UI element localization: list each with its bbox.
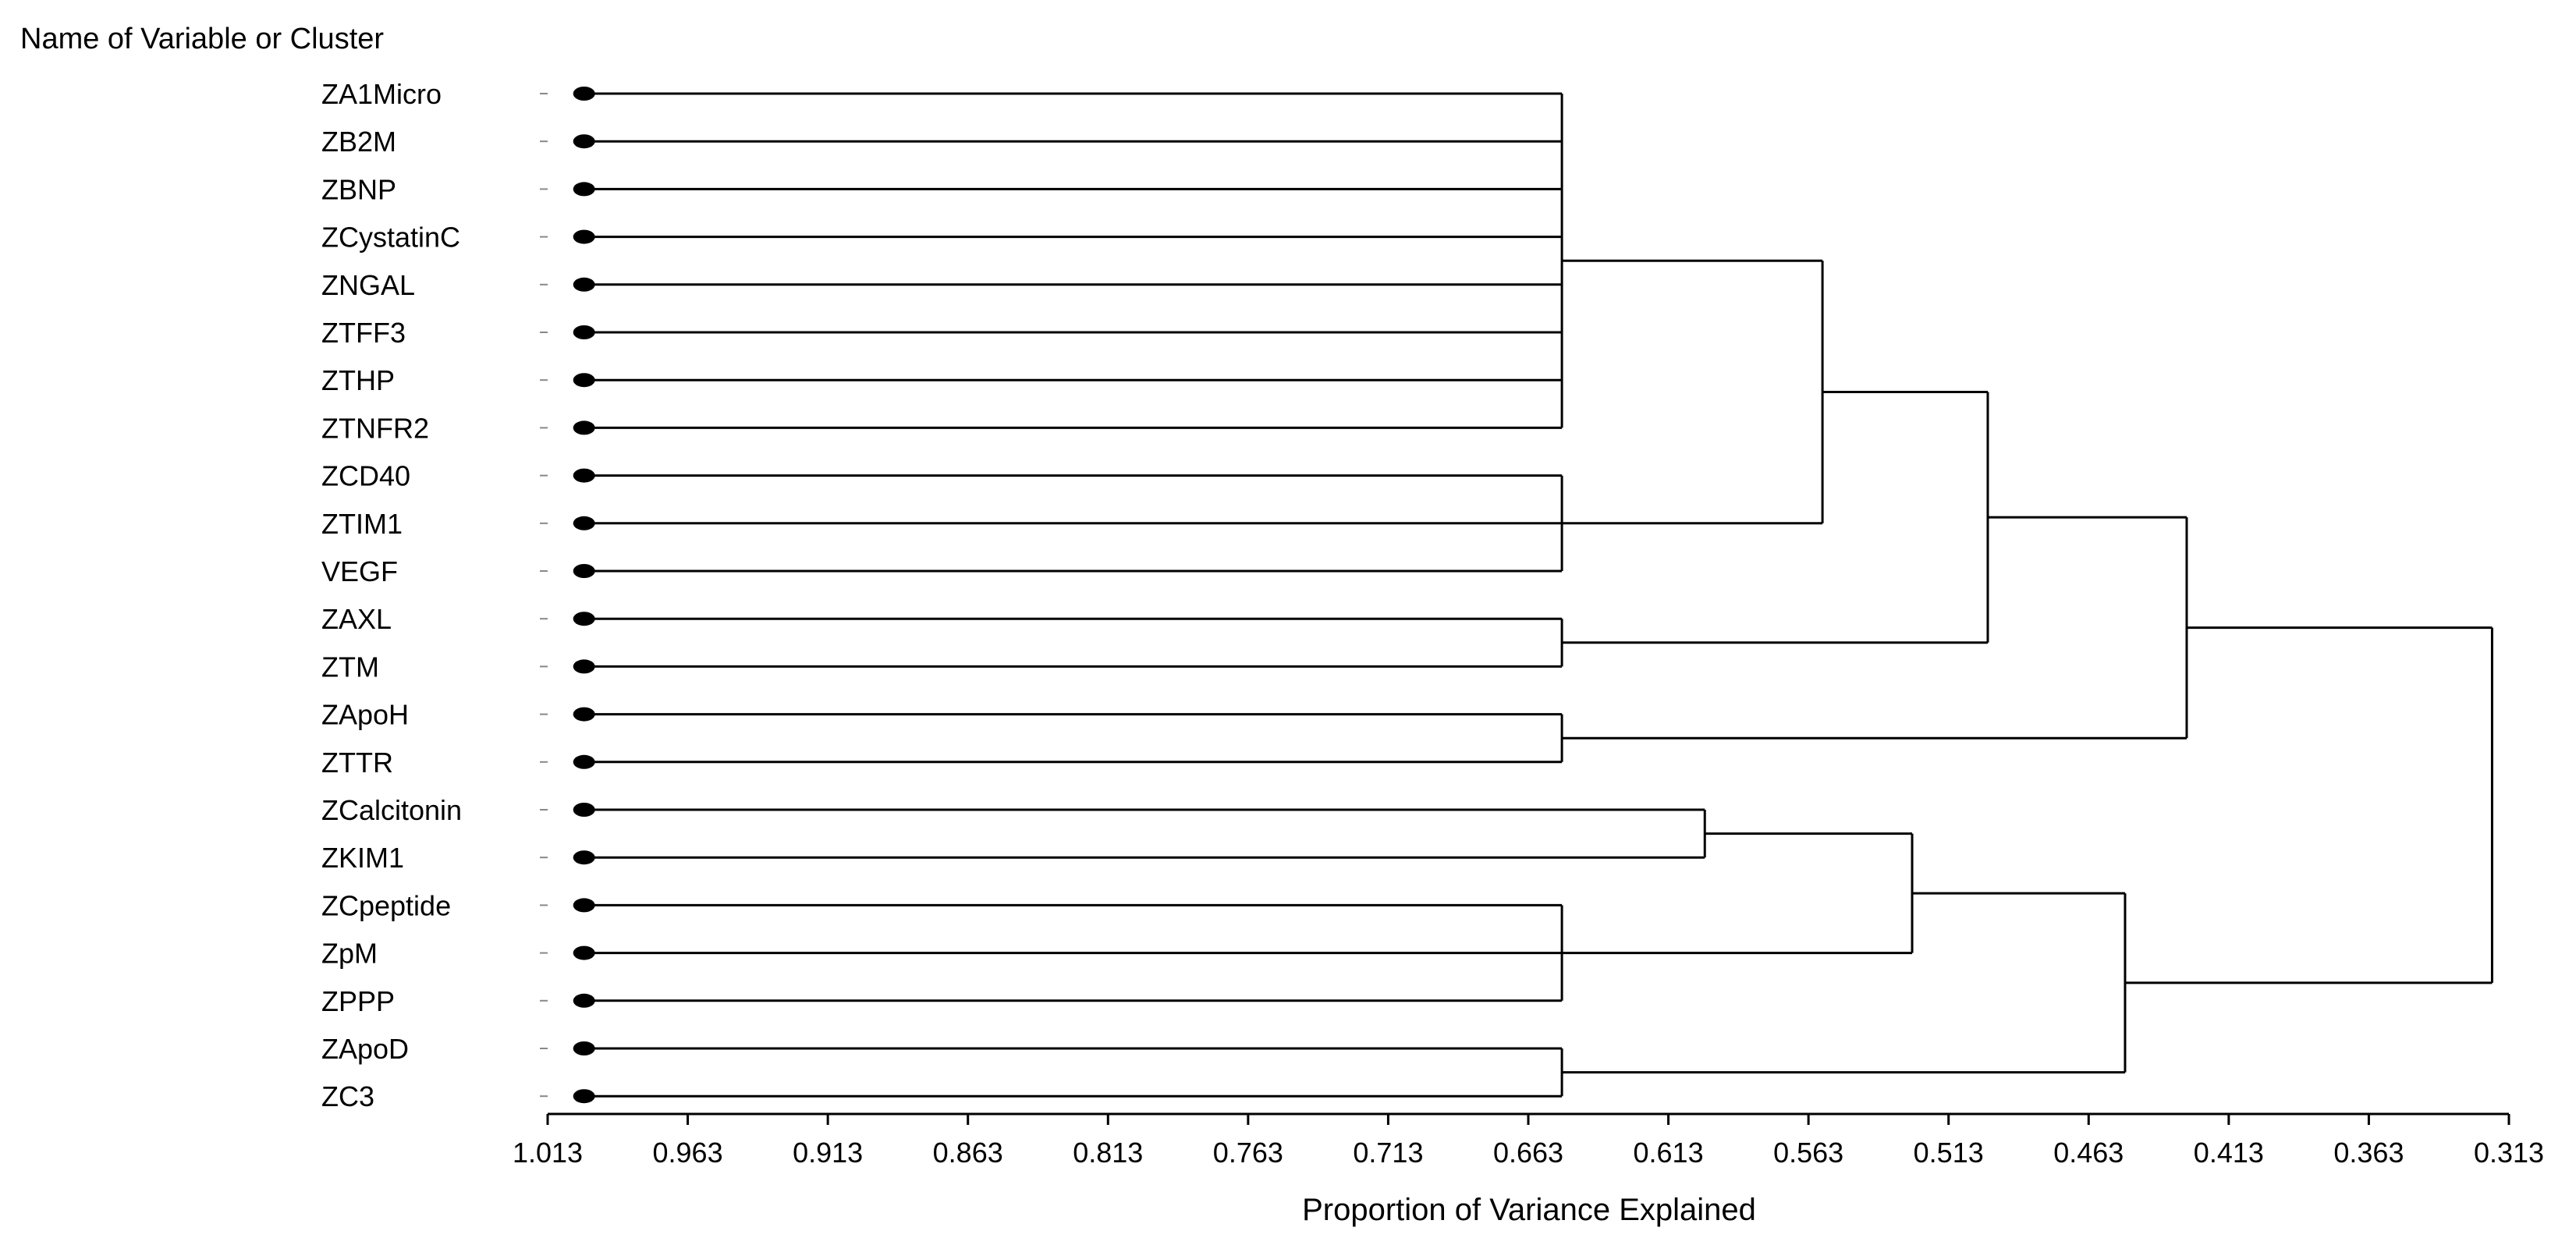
leaf-label: ZApoD — [321, 1033, 409, 1065]
leaf-label: ZC3 — [321, 1080, 374, 1112]
x-tick-label: 0.463 — [2053, 1137, 2124, 1169]
x-axis-label: Proportion of Variance Explained — [1302, 1193, 1756, 1227]
leaf-label: ZpM — [321, 938, 378, 970]
leaf-label: ZNGAL — [321, 269, 415, 301]
x-tick-label: 0.813 — [1073, 1137, 1143, 1169]
x-tick-label: 0.663 — [1493, 1137, 1563, 1169]
leaf-label: ZB2M — [321, 126, 396, 158]
leaf-label: ZApoH — [321, 699, 409, 731]
leaf-labels: ZA1Micro ZB2M ZBNP ZCystatinC ZNGAL ZTFF3 ZTHP… — [321, 78, 548, 1112]
leaf-label: VEGF — [321, 555, 398, 587]
leaf-label: ZCalcitonin — [321, 794, 462, 826]
x-tick-label: 0.713 — [1353, 1137, 1423, 1169]
x-tick-label: 0.913 — [793, 1137, 863, 1169]
leaf-label: ZPPP — [321, 985, 395, 1017]
x-tick-label: 0.413 — [2194, 1137, 2264, 1169]
x-tick-label: 1.013 — [513, 1137, 583, 1169]
leaf-label: ZCpeptide — [321, 889, 451, 921]
leaf-label: ZTNFR2 — [321, 412, 429, 444]
x-tick-label: 0.863 — [933, 1137, 1003, 1169]
leaf-label: ZTTR — [321, 747, 393, 779]
leaf-markers — [573, 87, 595, 1104]
leaf-label: ZTFF3 — [321, 317, 406, 349]
leaf-label: ZAXL — [321, 603, 392, 635]
variable-axis-label: Name of Variable or Cluster — [20, 23, 384, 55]
leaf-label: ZTHP — [321, 364, 395, 396]
x-tick-label: 0.313 — [2474, 1137, 2544, 1169]
x-tick-label: 0.563 — [1773, 1137, 1843, 1169]
dendrogram-branches — [584, 92, 2493, 1098]
leaf-label: ZTIM1 — [321, 508, 403, 540]
leaf-label: ZCystatinC — [321, 222, 460, 254]
x-tick-label: 0.963 — [653, 1137, 723, 1169]
leaf-label: ZBNP — [321, 173, 396, 205]
x-tick-label: 0.513 — [1914, 1137, 1984, 1169]
x-axis: 1.013 0.963 0.913 0.863 0.813 0.763 0.713 0.663… — [513, 1112, 2544, 1169]
leaf-label: ZTM — [321, 651, 379, 683]
x-tick-label: 0.613 — [1634, 1137, 1704, 1169]
leaf-label: ZCD40 — [321, 460, 410, 492]
leaf-label: ZKIM1 — [321, 842, 404, 874]
x-tick-label: 0.763 — [1213, 1137, 1283, 1169]
leaf-label: ZA1Micro — [321, 78, 442, 110]
x-tick-label: 0.363 — [2333, 1137, 2404, 1169]
